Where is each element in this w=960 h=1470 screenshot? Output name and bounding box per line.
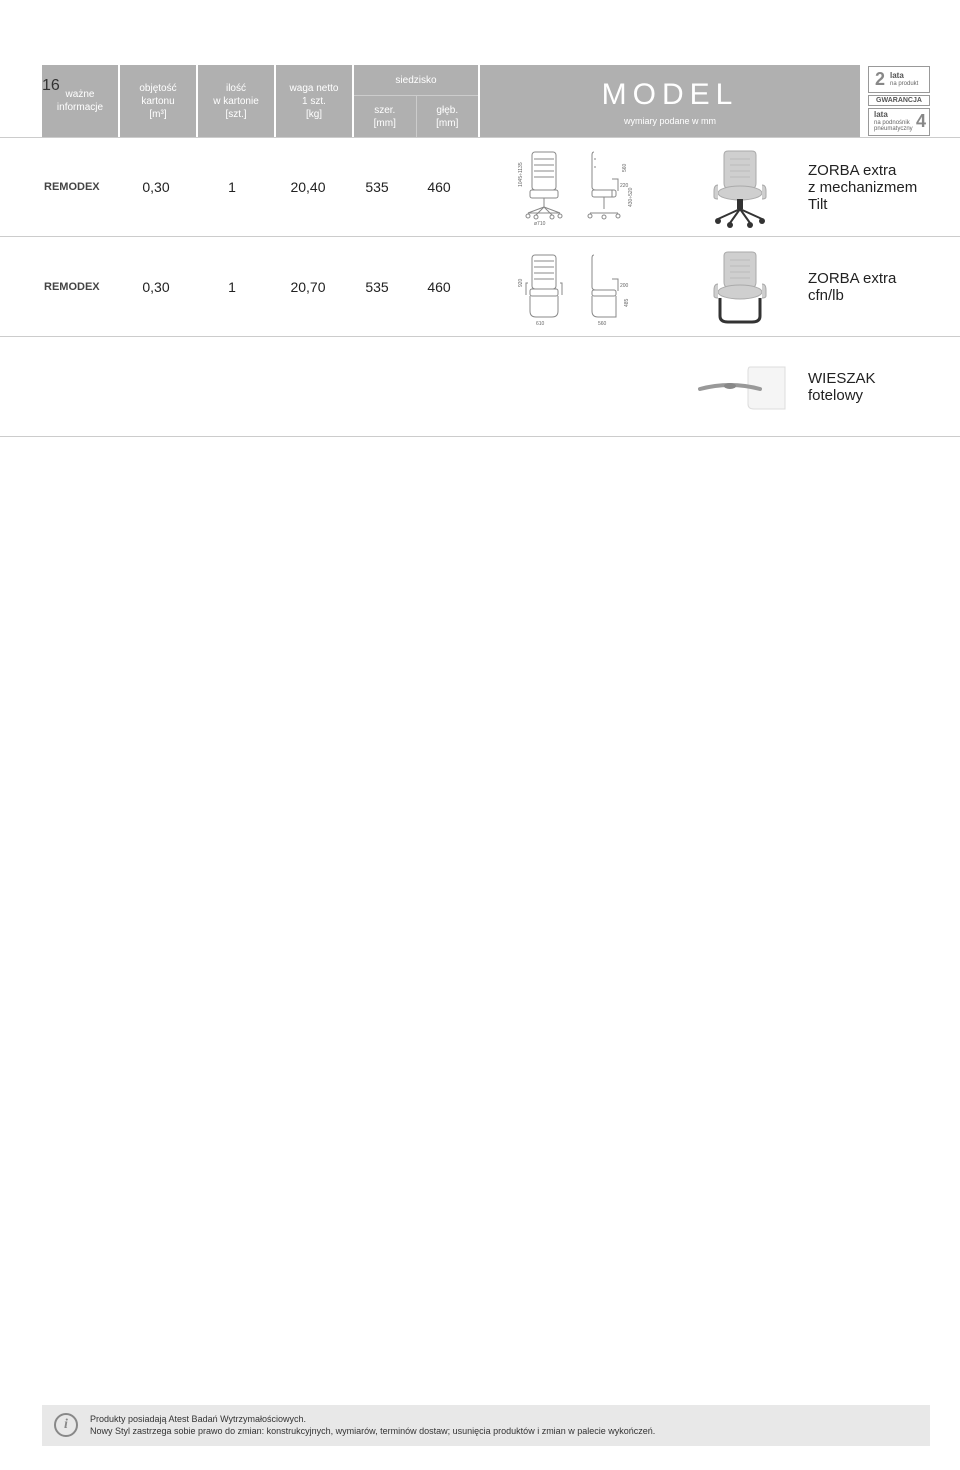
row-gleb: 460 <box>408 179 470 195</box>
header-ilosc: ilość w kartonie [szt.] <box>198 65 274 137</box>
header-gleb-l1: głęb. <box>436 104 458 117</box>
header-waga: waga netto 1 szt. [kg] <box>276 65 352 137</box>
header-waga-l1: waga netto <box>290 82 339 95</box>
header-szer-l2: [mm] <box>374 117 396 130</box>
header-waga-l3: [kg] <box>306 108 322 121</box>
header-obj-l2: kartonu <box>141 95 174 108</box>
table-row: REMODEX 0,30 1 20,70 535 460 920 610 <box>0 237 960 337</box>
header-siedzisko: siedzisko szer. [mm] głęb. [mm] <box>354 65 478 137</box>
warranty-2-lata: lata <box>890 71 904 80</box>
svg-text:560: 560 <box>622 163 628 172</box>
header-szer: szer. [mm] <box>354 95 417 137</box>
warranty-mid: GWARANCJA <box>868 95 930 106</box>
svg-text:610: 610 <box>536 321 545 327</box>
warranty-4-sub: na podnośnik pneumatyczny <box>874 120 913 133</box>
row-photo <box>680 145 800 230</box>
warranty-4: lata na podnośnik pneumatyczny 4 <box>868 108 930 136</box>
header-wazne-l1: ważne <box>66 88 95 101</box>
row-szer: 535 <box>346 279 408 295</box>
row-photo <box>680 244 800 329</box>
table-row: REMODEX 0,30 1 20,40 535 460 104 <box>0 137 960 237</box>
chair-photo-icon <box>700 244 780 329</box>
row-szer: 535 <box>346 179 408 195</box>
svg-text:200: 200 <box>620 283 629 289</box>
svg-text:1045÷1135: 1045÷1135 <box>518 162 524 187</box>
chair-side-diagram-icon: 220 560 430÷520 <box>582 147 637 227</box>
warranty-2: 2 lata na produkt <box>868 66 930 93</box>
row-gleb: 460 <box>408 279 470 295</box>
row-ilosc: 1 <box>194 179 270 195</box>
row-obj: 0,30 <box>118 179 194 195</box>
svg-text:920: 920 <box>518 278 524 287</box>
warranty-badges: 2 lata na produkt GWARANCJA lata na podn… <box>868 65 930 137</box>
warranty-4-lata: lata <box>874 110 888 119</box>
row-diagrams: 1045÷1135 ø710 220 560 430÷520 <box>470 147 680 227</box>
warranty-2-sub: na produkt <box>890 81 918 87</box>
chair-front-diagram-icon: 1045÷1135 ø710 <box>514 147 574 227</box>
header-obj-l3: [m³] <box>149 108 166 121</box>
header-model: MODEL wymiary podane w mm <box>480 65 860 137</box>
header-gleb-l2: [mm] <box>436 117 458 130</box>
warranty-4-num: 4 <box>916 111 926 132</box>
info-icon: i <box>54 1413 78 1437</box>
row-ilosc: 1 <box>194 279 270 295</box>
header-szer-l1: szer. <box>374 104 395 117</box>
svg-text:560: 560 <box>598 321 607 327</box>
row-photo <box>680 359 800 414</box>
row-name: ZORBA extra cfn/lb <box>800 270 930 304</box>
row-waga: 20,70 <box>270 279 346 295</box>
chair-side-diagram-icon: 200 485 560 <box>582 247 637 327</box>
header-obj-l1: objętość <box>139 82 176 95</box>
header-model-sub: wymiary podane w mm <box>624 116 716 128</box>
header-ilosc-l1: ilość <box>226 82 246 95</box>
chair-front-diagram-icon: 920 610 <box>514 247 574 327</box>
footer-line2: Nowy Styl zastrzega sobie prawo do zmian… <box>90 1425 655 1438</box>
warranty-2-num: 2 <box>872 69 888 90</box>
chair-photo-icon <box>700 145 780 230</box>
svg-text:485: 485 <box>624 298 630 307</box>
header-siedzisko-top: siedzisko <box>354 65 478 95</box>
header-waga-l2: 1 szt. <box>302 95 326 108</box>
header-ilosc-l2: w kartonie <box>213 95 259 108</box>
row-brand: REMODEX <box>42 281 118 293</box>
table-row: WIESZAK fotelowy <box>0 337 960 437</box>
row-brand: REMODEX <box>42 181 118 193</box>
row-name: WIESZAK fotelowy <box>800 370 930 404</box>
row-diagrams: 920 610 200 485 560 <box>470 247 680 327</box>
header-objetosc: objętość kartonu [m³] <box>120 65 196 137</box>
header-ilosc-l3: [szt.] <box>225 108 246 121</box>
header-model-big: MODEL <box>602 75 739 114</box>
hanger-photo-icon <box>690 359 790 414</box>
row-name: ZORBA extra z mechanizmem Tilt <box>800 162 930 213</box>
svg-text:ø710: ø710 <box>534 221 546 227</box>
page-number: 16 <box>42 77 60 95</box>
svg-text:430÷520: 430÷520 <box>628 187 634 207</box>
header-wazne-l2: informacje <box>57 101 103 114</box>
footer-line1: Produkty posiadają Atest Badań Wytrzymał… <box>90 1413 655 1426</box>
row-waga: 20,40 <box>270 179 346 195</box>
header-gleb: głęb. [mm] <box>417 95 479 137</box>
row-obj: 0,30 <box>118 279 194 295</box>
footer-note: i Produkty posiadają Atest Badań Wytrzym… <box>42 1405 930 1446</box>
header-wazne: ważne informacje <box>42 65 118 137</box>
table-header: ważne informacje objętość kartonu [m³] i… <box>0 65 960 137</box>
warranty-mid-txt: GWARANCJA <box>876 97 922 104</box>
